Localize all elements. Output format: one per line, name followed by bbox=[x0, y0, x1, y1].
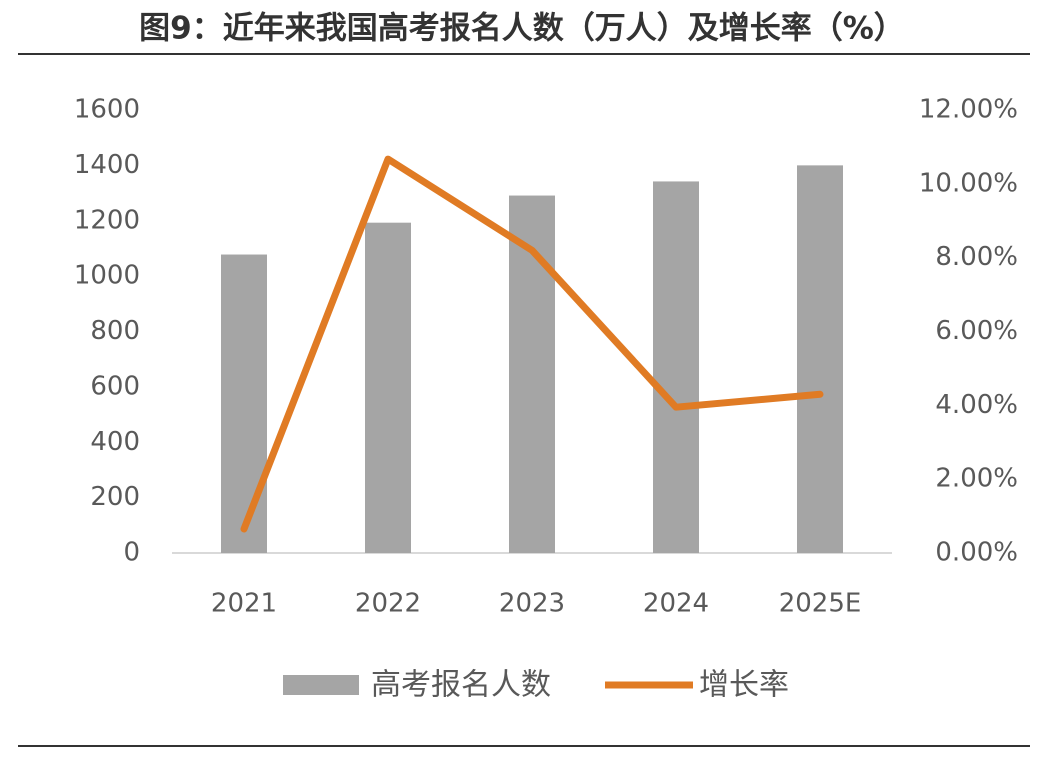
y-tick-label: 400 bbox=[90, 427, 140, 457]
bar bbox=[653, 181, 699, 553]
bar bbox=[365, 222, 411, 554]
x-tick-label: 2022 bbox=[355, 589, 421, 619]
x-tick-label: 2025E bbox=[779, 589, 862, 619]
y-tick-label: 0 bbox=[123, 538, 140, 568]
y2-tick-label: 6.00% bbox=[935, 316, 1018, 346]
y-tick-label: 200 bbox=[90, 482, 140, 512]
y-tick-label: 800 bbox=[90, 316, 140, 346]
bar bbox=[797, 165, 843, 553]
y2-tick-label: 0.00% bbox=[935, 538, 1018, 568]
y-tick-label: 1400 bbox=[74, 150, 140, 180]
x-tick-label: 2023 bbox=[499, 589, 565, 619]
x-tick-label: 2024 bbox=[643, 589, 709, 619]
legend-label: 高考报名人数 bbox=[371, 668, 551, 703]
y-tick-label: 1200 bbox=[74, 205, 140, 235]
chart-title: 图9：近年来我国高考报名人数（万人）及增长率（%） bbox=[139, 11, 905, 47]
y2-tick-label: 4.00% bbox=[935, 390, 1018, 420]
legend-swatch bbox=[283, 675, 359, 695]
y-tick-label: 600 bbox=[90, 371, 140, 401]
bar bbox=[221, 254, 267, 553]
line bbox=[240, 155, 824, 533]
y-tick-label: 1000 bbox=[74, 261, 140, 291]
x-tick-label: 2021 bbox=[211, 589, 277, 619]
y2-tick-label: 12.00% bbox=[919, 95, 1018, 125]
y2-tick-label: 8.00% bbox=[935, 242, 1018, 272]
legend-label: 增长率 bbox=[699, 668, 789, 703]
y2-tick-label: 10.00% bbox=[919, 168, 1018, 198]
y2-tick-label: 2.00% bbox=[935, 464, 1018, 494]
y-tick-label: 1600 bbox=[74, 95, 140, 125]
